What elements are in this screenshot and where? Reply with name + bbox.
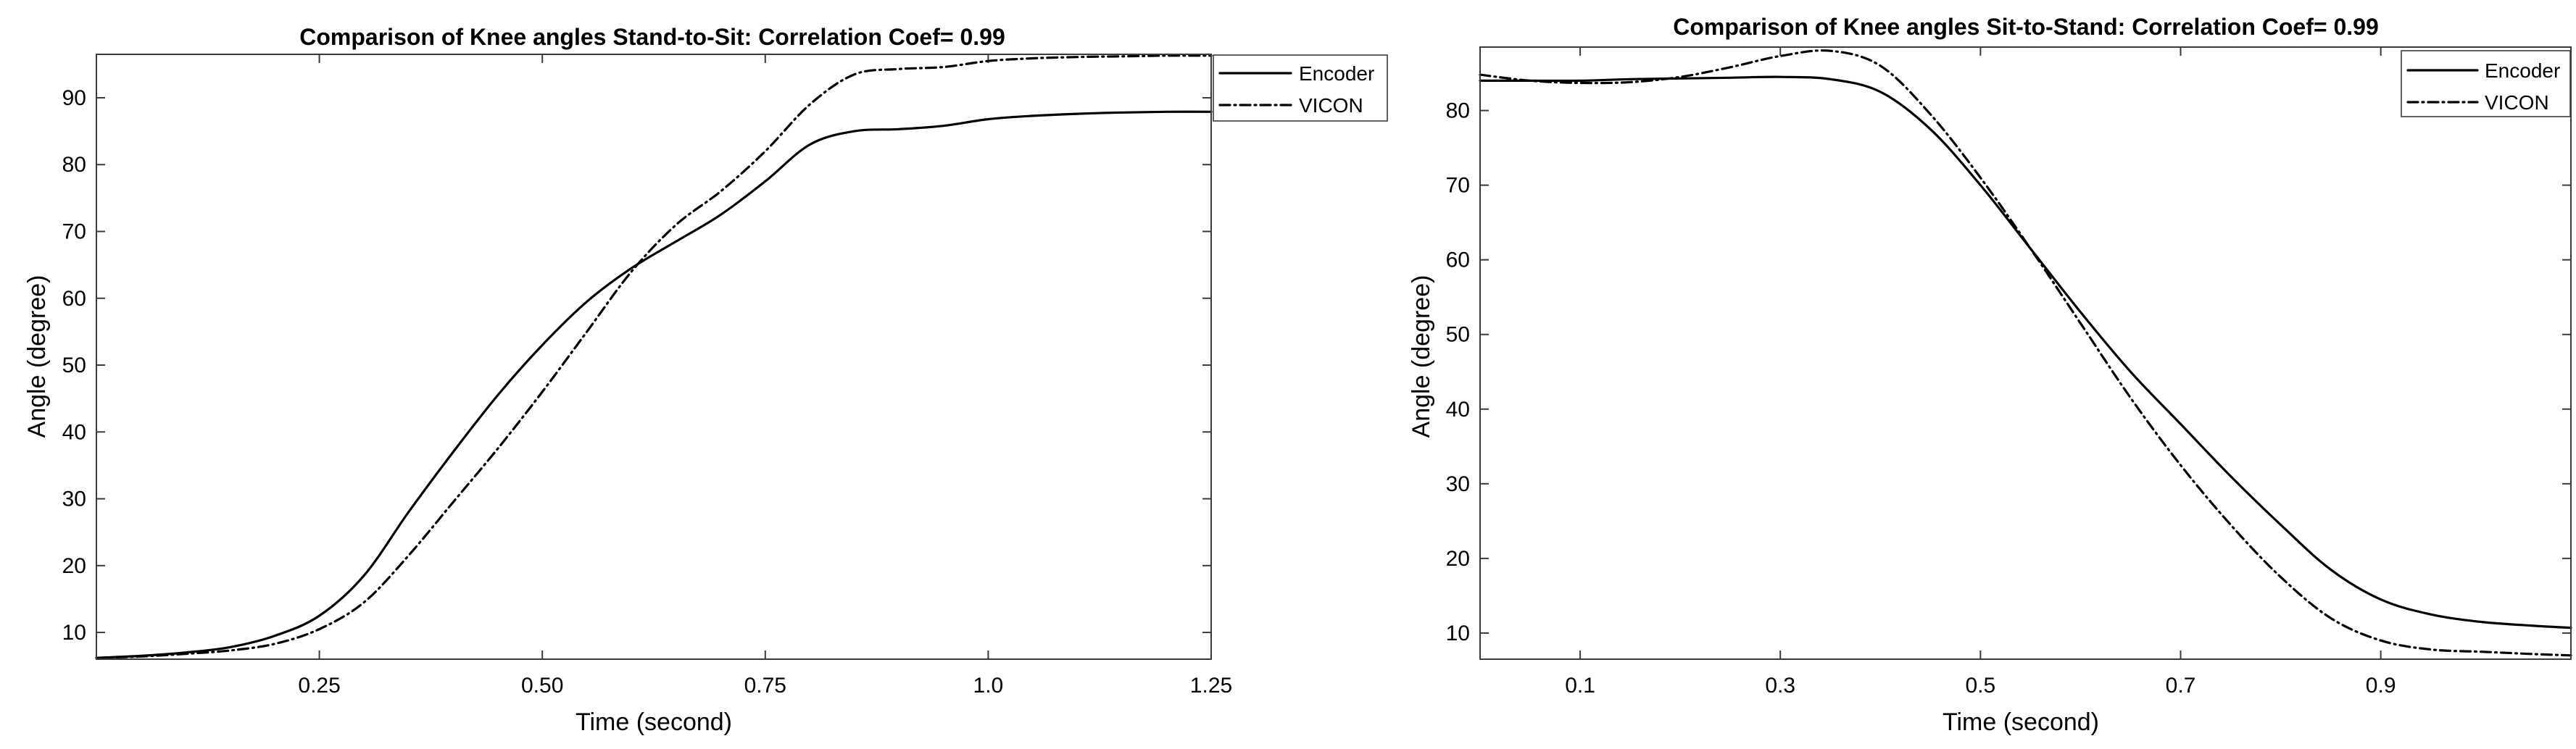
y-tick-label: 30: [1446, 472, 1470, 496]
x-tick-label: 0.75: [744, 674, 786, 698]
y-axis-ticks: 10 20 30 40 50 60 70 80: [1446, 99, 2571, 645]
y-axis-label: Angle (degree): [23, 275, 51, 438]
chart-title: Comparison of Knee angles Sit-to-Stand: …: [1673, 14, 2378, 40]
x-axis-ticks: 0.25 0.50 0.75 1.0 1.25: [298, 54, 1232, 698]
plot-area-frame: [1479, 46, 2572, 660]
y-tick-label: 70: [62, 220, 86, 244]
x-tick-label: 1.0: [973, 674, 1004, 698]
plot-area-frame: [96, 54, 1212, 660]
y-tick-label: 40: [1446, 398, 1470, 422]
series-line-vicon: [1479, 49, 2572, 657]
y-tick-label: 50: [62, 353, 86, 377]
legend-label-encoder: Encoder: [1299, 62, 1374, 85]
x-tick-label: 0.1: [1565, 674, 1595, 698]
y-tick-label: 80: [62, 153, 86, 177]
legend: Encoder VICON: [1213, 54, 1388, 122]
legend-label-vicon: VICON: [1299, 94, 1363, 117]
x-axis-ticks: 0.1 0.3 0.5 0.7 0.9: [1565, 47, 2396, 698]
series-line-vicon: [95, 54, 1213, 659]
x-tick-label: 0.50: [521, 674, 563, 698]
x-tick-label: 0.9: [2366, 674, 2396, 698]
y-axis-ticks: 10 20 30 40 50 60 70 80 90: [62, 86, 1211, 645]
x-axis-label: Time (second): [576, 708, 732, 736]
legend-label-vicon: VICON: [2485, 91, 2549, 114]
x-tick-label: 0.5: [1966, 674, 1996, 698]
y-axis-label: Angle (degree): [1408, 275, 1435, 438]
chart-title: Comparison of Knee angles Stand-to-Sit: …: [299, 24, 1005, 50]
legend: Encoder VICON: [2401, 50, 2571, 117]
series-layer: [1479, 49, 2572, 657]
y-tick-label: 50: [1446, 323, 1470, 347]
legend-box: [1213, 54, 1388, 122]
chart-sit-to-stand: Comparison of Knee angles Sit-to-Stand: …: [1408, 14, 2572, 736]
legend-label-encoder: Encoder: [2485, 59, 2560, 82]
x-tick-label: 1.25: [1190, 674, 1232, 698]
legend-box: [2401, 50, 2571, 117]
y-tick-label: 20: [62, 554, 86, 578]
y-tick-label: 60: [62, 287, 86, 311]
y-tick-label: 90: [62, 86, 86, 110]
y-tick-label: 20: [1446, 547, 1470, 571]
y-tick-label: 80: [1446, 99, 1470, 123]
x-tick-label: 0.7: [2166, 674, 2196, 698]
y-tick-label: 10: [1446, 622, 1470, 645]
series-line-encoder: [1479, 75, 2572, 629]
x-axis-label: Time (second): [1943, 708, 2099, 736]
chart-stand-to-sit: Comparison of Knee angles Stand-to-Sit: …: [23, 24, 1388, 736]
series-layer: [95, 54, 1213, 659]
series-line-encoder: [95, 110, 1213, 659]
y-tick-label: 60: [1446, 248, 1470, 272]
x-tick-label: 0.3: [1765, 674, 1795, 698]
x-tick-label: 0.25: [298, 674, 340, 698]
y-tick-label: 70: [1446, 174, 1470, 198]
y-tick-label: 30: [62, 488, 86, 511]
y-tick-label: 10: [62, 621, 86, 645]
y-tick-label: 40: [62, 420, 86, 444]
